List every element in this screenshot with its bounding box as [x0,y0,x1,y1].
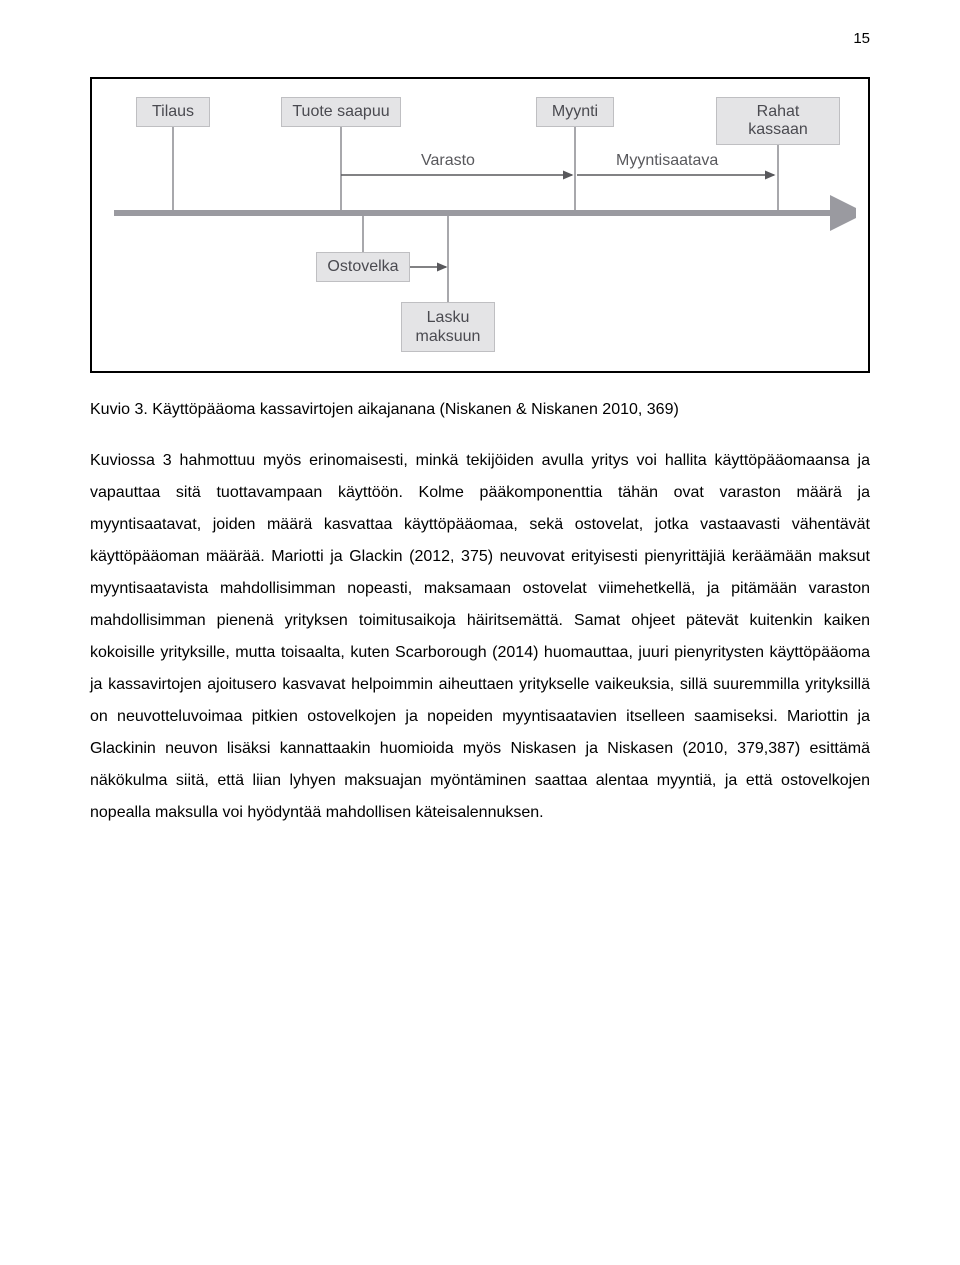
node-myynti: Myynti [536,97,614,127]
diagram-frame: Tilaus Tuote saapuu Myynti Rahat kassaan… [90,77,870,373]
label-varasto: Varasto [421,152,475,170]
diagram-inner: Tilaus Tuote saapuu Myynti Rahat kassaan… [106,97,854,357]
node-rahat-kassaan: Rahat kassaan [716,97,840,145]
page-number: 15 [90,30,870,47]
node-ostovelka: Ostovelka [316,252,410,282]
body-paragraph: Kuviossa 3 hahmottuu myös erinomaisesti,… [90,445,870,829]
page-container: 15 [0,0,960,869]
label-myyntisaatava: Myyntisaatava [616,152,718,170]
node-tuote-saapuu: Tuote saapuu [281,97,401,127]
node-lasku-maksuun: Lasku maksuun [401,302,495,352]
figure-caption: Kuvio 3. Käyttöpääoma kassavirtojen aika… [90,401,870,419]
node-tilaus: Tilaus [136,97,210,127]
